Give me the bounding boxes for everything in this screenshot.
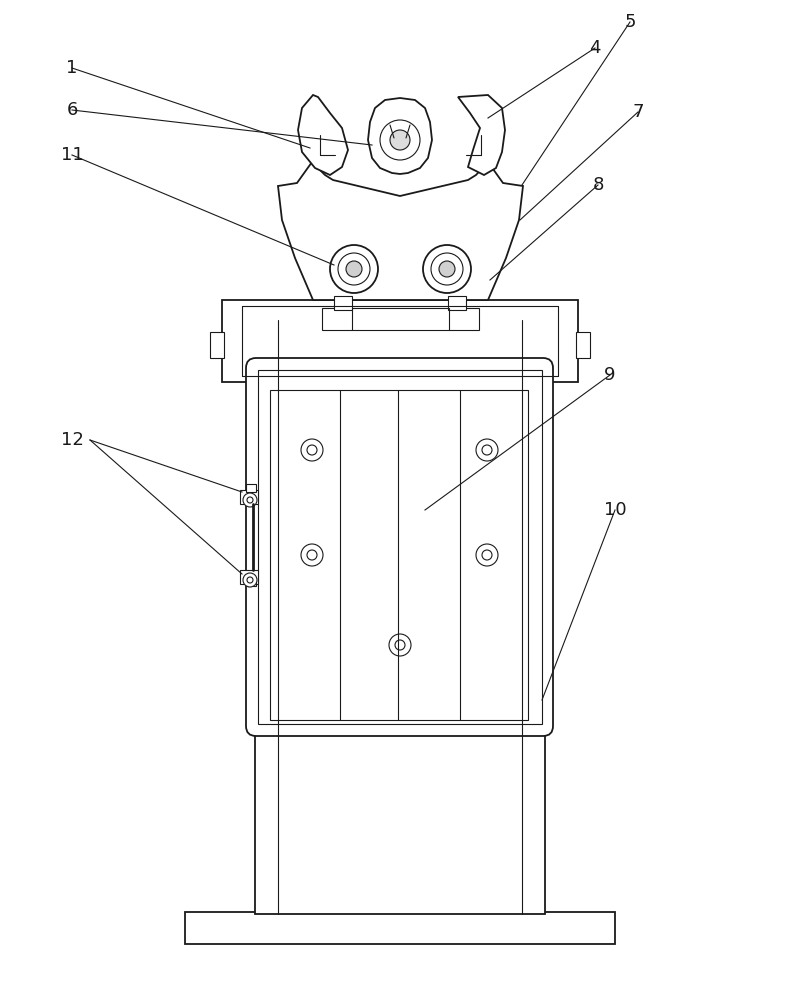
- Bar: [576, 332, 590, 358]
- Bar: [255, 320, 545, 914]
- Polygon shape: [298, 95, 348, 175]
- Circle shape: [247, 497, 253, 503]
- Text: 9: 9: [604, 366, 616, 384]
- Bar: [246, 578, 256, 586]
- Circle shape: [389, 634, 411, 656]
- Circle shape: [476, 544, 498, 566]
- Circle shape: [482, 445, 492, 455]
- Circle shape: [301, 439, 323, 461]
- Circle shape: [330, 245, 378, 293]
- Bar: [246, 484, 256, 492]
- Circle shape: [439, 261, 455, 277]
- Circle shape: [346, 261, 362, 277]
- Circle shape: [380, 120, 420, 160]
- Bar: [322, 308, 479, 330]
- Text: 4: 4: [590, 39, 601, 57]
- Circle shape: [243, 493, 257, 507]
- Bar: [334, 296, 352, 310]
- Polygon shape: [278, 162, 523, 300]
- Text: 12: 12: [61, 431, 83, 449]
- Bar: [185, 912, 615, 944]
- Text: 1: 1: [66, 59, 78, 77]
- Circle shape: [307, 445, 317, 455]
- Text: 7: 7: [632, 103, 644, 121]
- Circle shape: [338, 253, 370, 285]
- Bar: [222, 300, 578, 382]
- Circle shape: [243, 573, 257, 587]
- Bar: [240, 570, 258, 584]
- FancyBboxPatch shape: [246, 358, 553, 736]
- Circle shape: [431, 253, 463, 285]
- Circle shape: [476, 439, 498, 461]
- Circle shape: [423, 245, 471, 293]
- Bar: [448, 296, 466, 310]
- Bar: [240, 490, 258, 504]
- Text: 8: 8: [592, 176, 604, 194]
- Circle shape: [247, 577, 253, 583]
- Circle shape: [301, 544, 323, 566]
- Circle shape: [390, 130, 410, 150]
- Bar: [210, 332, 224, 358]
- Bar: [270, 390, 528, 720]
- Circle shape: [395, 640, 405, 650]
- Polygon shape: [458, 95, 505, 175]
- Text: 5: 5: [624, 13, 636, 31]
- Text: 6: 6: [66, 101, 78, 119]
- Bar: [258, 370, 542, 724]
- Text: 10: 10: [604, 501, 626, 519]
- Circle shape: [307, 550, 317, 560]
- Text: 11: 11: [61, 146, 83, 164]
- Circle shape: [482, 550, 492, 560]
- Polygon shape: [368, 98, 432, 174]
